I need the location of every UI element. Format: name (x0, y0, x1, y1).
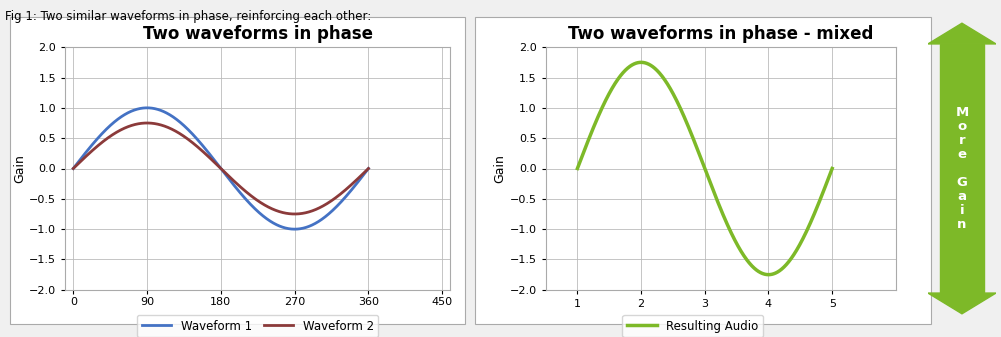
Waveform 1 (141, 106, 153, 110)
FancyArrow shape (928, 23, 996, 44)
Title: Two waveforms in phase - mixed: Two waveforms in phase - mixed (568, 25, 874, 43)
Waveform 1 (288, 227, 300, 231)
Bar (940, 44, 984, 293)
Legend: Resulting Audio: Resulting Audio (623, 315, 763, 337)
Waveform 2 (303, 210, 315, 214)
Waveform 1 (303, 224, 315, 228)
Resulting Audio (636, 60, 648, 64)
Y-axis label: Gain: Gain (493, 154, 507, 183)
Title: Two waveforms in phase: Two waveforms in phase (143, 25, 372, 43)
FancyArrow shape (928, 293, 996, 314)
Resulting Audio (771, 271, 783, 275)
Waveform 2 (141, 121, 153, 125)
Resulting Audio (826, 166, 838, 171)
Resulting Audio (763, 273, 775, 277)
Waveform 1 (97, 130, 109, 134)
Waveform 2 (197, 150, 209, 154)
Line: Waveform 2: Waveform 2 (73, 123, 368, 214)
Text: Fig 1: Two similar waveforms in phase, reinforcing each other:: Fig 1: Two similar waveforms in phase, r… (5, 10, 371, 23)
Resulting Audio (775, 268, 787, 272)
Line: Resulting Audio: Resulting Audio (578, 62, 832, 275)
Resulting Audio (747, 265, 759, 269)
Line: Waveform 1: Waveform 1 (73, 108, 368, 229)
Waveform 1 (187, 132, 199, 136)
Resulting Audio (572, 166, 584, 171)
Waveform 1 (270, 222, 282, 226)
Resulting Audio (598, 103, 610, 107)
Resulting Audio (684, 128, 696, 132)
Legend: Waveform 1, Waveform 2: Waveform 1, Waveform 2 (137, 315, 378, 337)
Waveform 2 (270, 209, 282, 213)
Waveform 2 (187, 141, 199, 145)
Waveform 2 (362, 166, 374, 171)
Resulting Audio (675, 107, 687, 111)
Waveform 2 (298, 211, 310, 215)
Waveform 1 (362, 166, 374, 171)
Waveform 1 (298, 226, 310, 230)
Y-axis label: Gain: Gain (13, 154, 26, 183)
Text: M
o
r
e
 
G
a
i
n: M o r e G a i n (955, 106, 969, 231)
Waveform 1 (67, 166, 79, 171)
Waveform 2 (288, 212, 300, 216)
Waveform 2 (97, 139, 109, 143)
Waveform 1 (197, 145, 209, 149)
Waveform 2 (67, 166, 79, 171)
